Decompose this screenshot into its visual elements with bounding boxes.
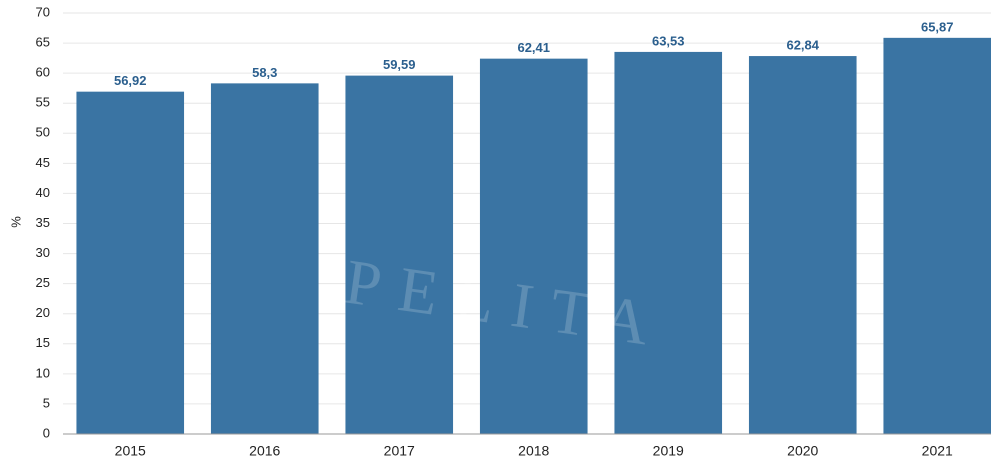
bar: [614, 51, 723, 435]
y-tick-label: 50: [36, 125, 50, 140]
y-tick-label: 30: [36, 245, 50, 260]
x-tick-label: 2017: [384, 443, 415, 459]
y-tick-label: 20: [36, 305, 50, 320]
x-tick-label: 2016: [249, 443, 280, 459]
value-label: 63,53: [652, 33, 685, 48]
y-tick-label: 5: [43, 395, 50, 410]
y-axis-label: %: [8, 216, 23, 228]
y-tick-label: 70: [36, 4, 50, 19]
y-tick-label: 45: [36, 155, 50, 170]
y-tick-label: 40: [36, 185, 50, 200]
bar: [748, 56, 857, 434]
x-tick-label: 2018: [518, 443, 549, 459]
y-tick-label: 15: [36, 335, 50, 350]
x-tick-label: 2019: [653, 443, 684, 459]
bar: [883, 37, 991, 435]
bar: [345, 75, 454, 435]
y-tick-label: 35: [36, 215, 50, 230]
value-label: 65,87: [921, 19, 954, 34]
value-label: 56,92: [114, 73, 147, 88]
bar: [479, 58, 588, 434]
bar: [210, 83, 319, 435]
y-tick-label: 55: [36, 95, 50, 110]
value-label: 59,59: [383, 57, 416, 72]
y-tick-label: 0: [43, 425, 50, 440]
bar: [76, 91, 185, 434]
value-label: 62,84: [786, 37, 819, 52]
value-label: 58,3: [252, 65, 277, 80]
x-tick-label: 2021: [922, 443, 953, 459]
y-tick-label: 65: [36, 35, 50, 50]
x-tick-label: 2015: [115, 443, 146, 459]
y-tick-label: 25: [36, 275, 50, 290]
y-tick-label: 60: [36, 65, 50, 80]
value-label: 62,41: [517, 40, 550, 55]
x-tick-label: 2020: [787, 443, 818, 459]
y-tick-label: 10: [36, 365, 50, 380]
